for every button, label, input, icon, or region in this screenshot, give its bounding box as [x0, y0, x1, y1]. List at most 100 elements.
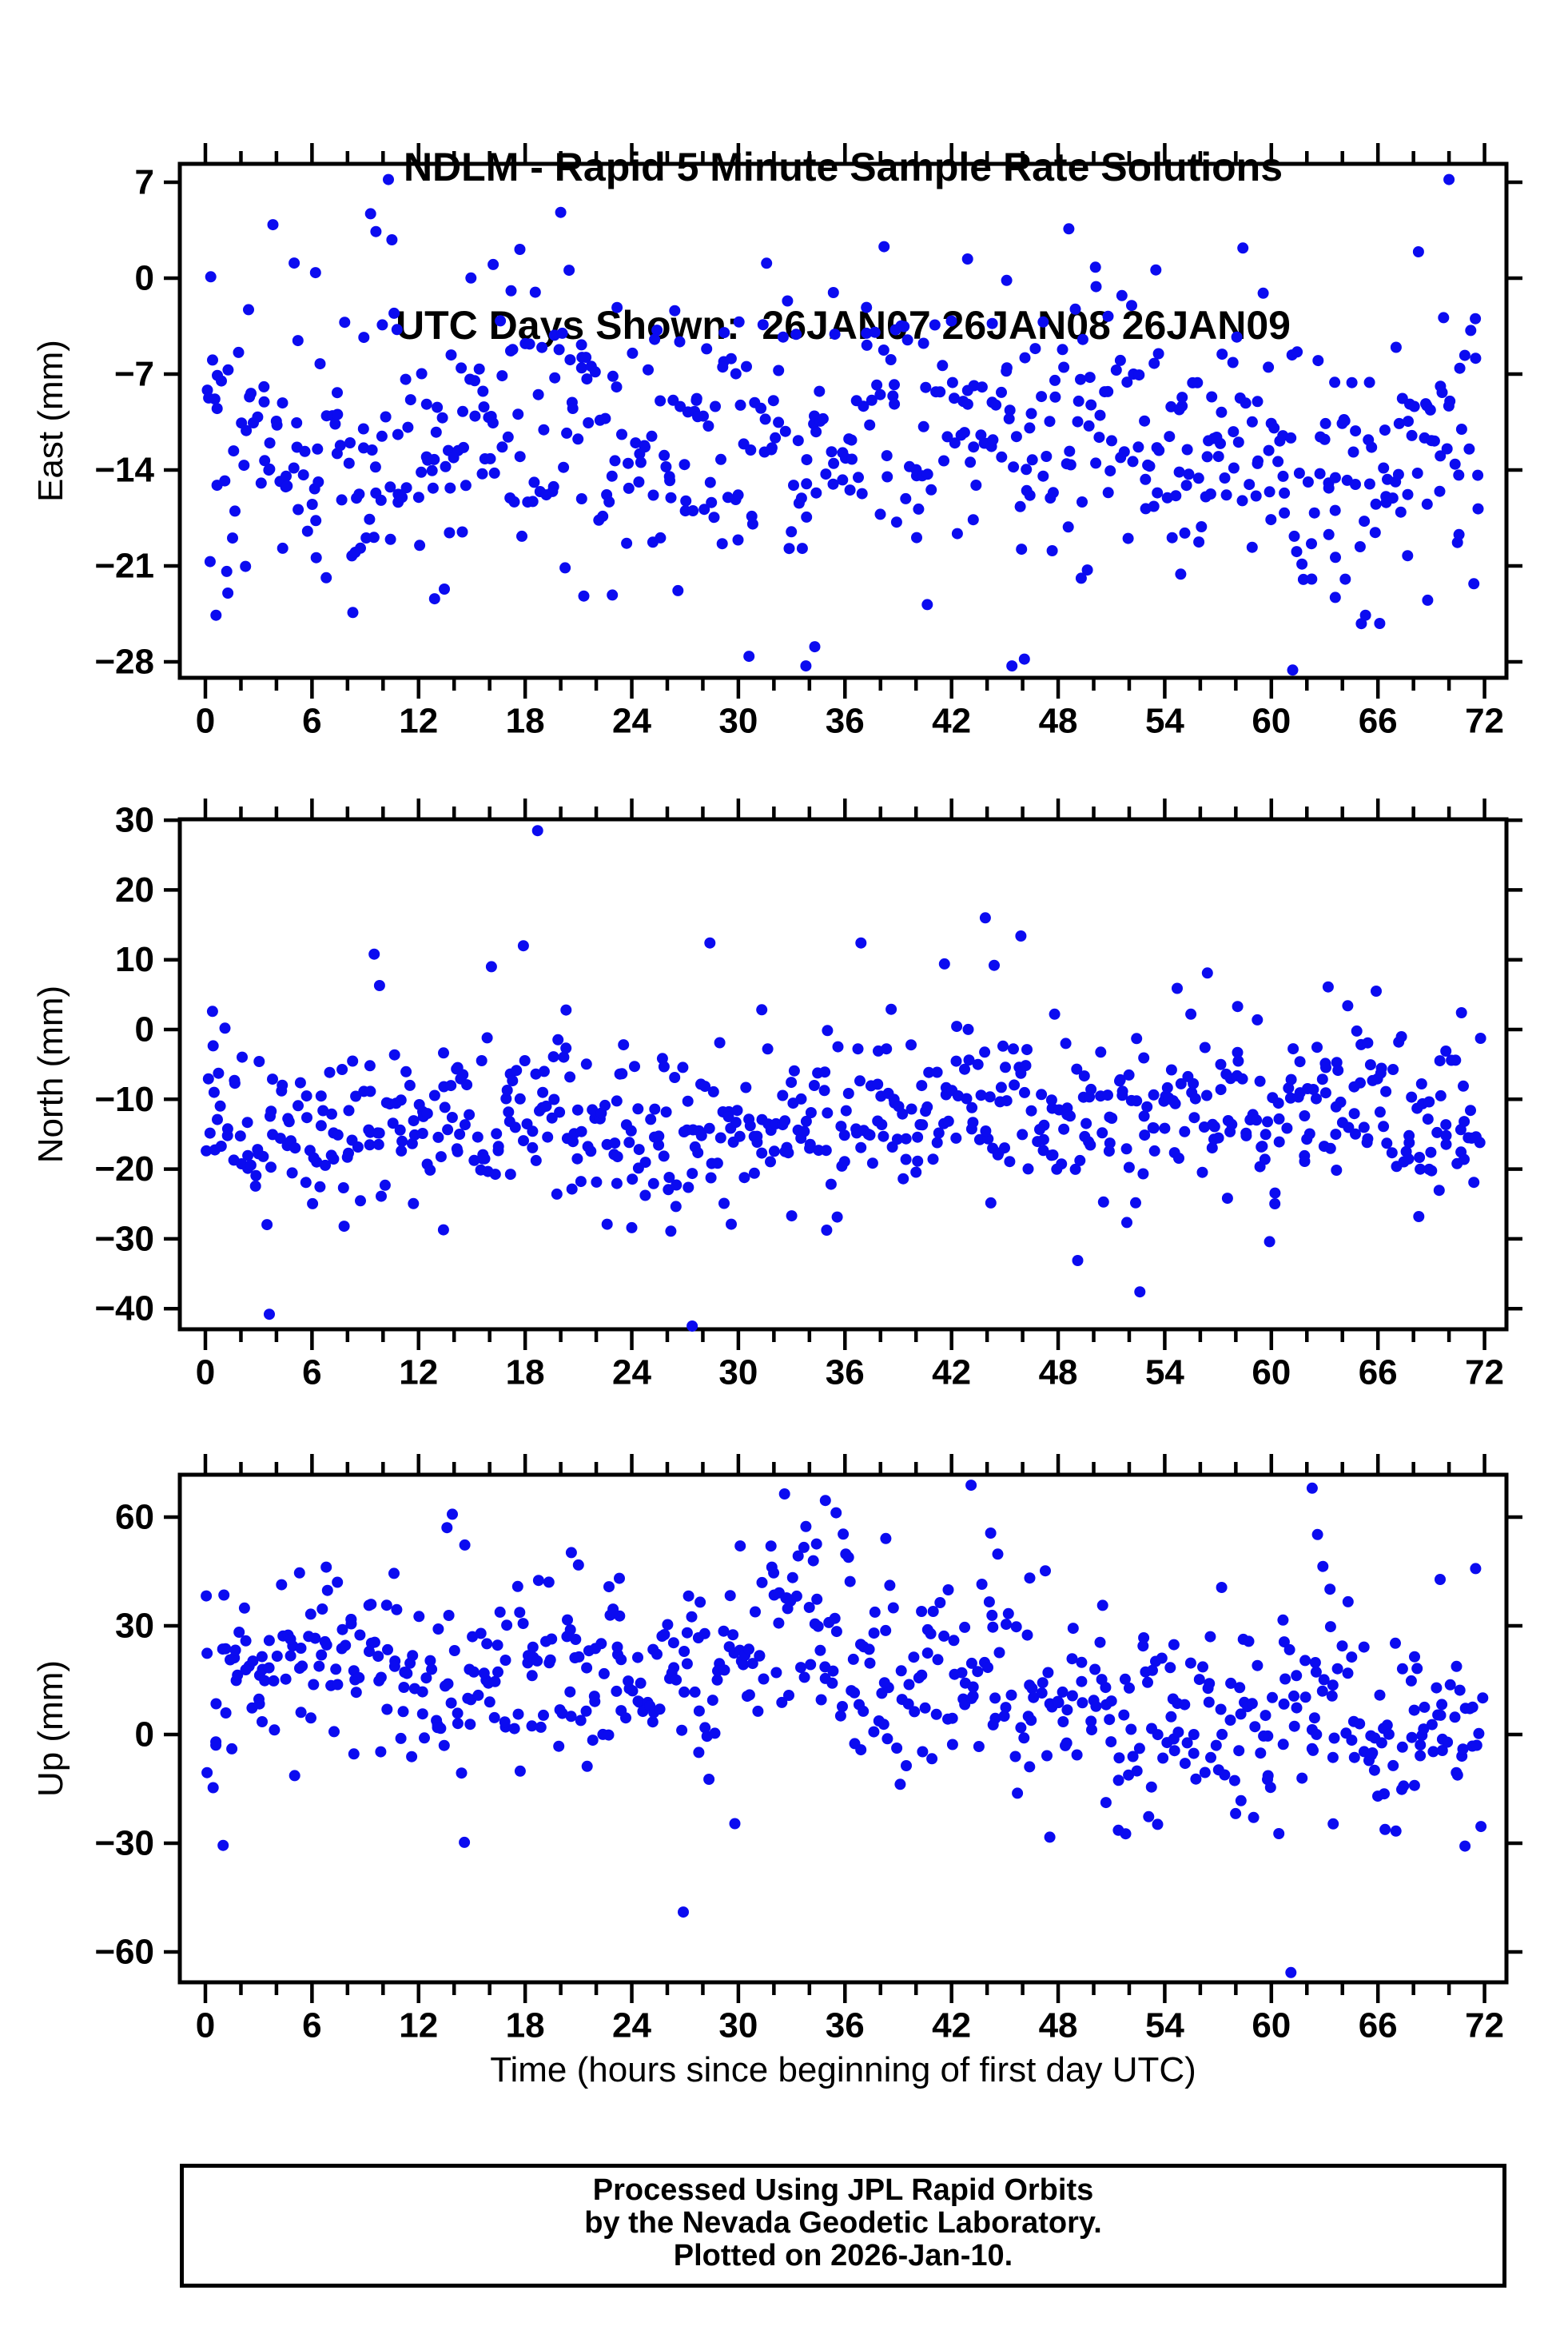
data-point	[507, 344, 519, 356]
data-point	[1069, 303, 1081, 315]
data-point	[1470, 1131, 1482, 1143]
data-point	[250, 1169, 262, 1181]
data-point	[1072, 416, 1084, 428]
data-point	[801, 478, 813, 490]
data-point	[1291, 346, 1303, 358]
data-point	[725, 352, 737, 364]
data-point	[436, 412, 448, 424]
data-point	[662, 1619, 674, 1631]
data-point	[758, 1673, 770, 1685]
data-point	[237, 1051, 248, 1063]
data-point	[881, 450, 893, 462]
data-point	[1085, 399, 1097, 411]
data-point	[1381, 1719, 1393, 1731]
data-point	[1330, 552, 1341, 564]
data-point	[336, 1623, 348, 1635]
data-point	[308, 1679, 320, 1691]
data-point	[773, 1617, 785, 1629]
data-point	[1258, 1730, 1270, 1742]
data-point	[430, 426, 442, 438]
data-point	[406, 1137, 418, 1149]
data-point	[1116, 289, 1128, 301]
data-point-outlier	[320, 1561, 332, 1573]
data-point	[1308, 1712, 1320, 1724]
data-point-outlier	[1201, 967, 1213, 979]
data-point	[1139, 1129, 1151, 1141]
data-point	[343, 1147, 354, 1159]
data-point	[216, 375, 227, 387]
data-point-outlier	[626, 1221, 638, 1233]
data-point	[849, 1687, 861, 1699]
data-point	[647, 1716, 659, 1728]
data-point	[882, 471, 893, 483]
x-tick-label: 60	[1252, 2006, 1291, 2045]
data-point	[1414, 1152, 1426, 1163]
data-point	[270, 416, 282, 427]
data-point	[565, 1711, 577, 1723]
data-point	[496, 441, 508, 453]
data-point	[654, 1703, 666, 1715]
data-point	[950, 1132, 962, 1144]
data-point	[711, 1157, 723, 1169]
data-point	[901, 1760, 912, 1771]
data-point	[407, 1650, 419, 1662]
data-point	[404, 1079, 416, 1091]
data-point	[1219, 1769, 1231, 1781]
y-tick-label: −7	[114, 355, 154, 394]
data-point-outlier	[1248, 1811, 1260, 1823]
data-point	[890, 516, 902, 528]
data-point	[1056, 1158, 1068, 1170]
data-point	[1459, 1116, 1470, 1128]
data-point	[440, 460, 452, 472]
data-point	[1440, 1129, 1452, 1141]
data-point	[404, 394, 416, 406]
data-point-outlier	[1134, 1286, 1146, 1298]
data-point	[315, 1090, 327, 1102]
data-point	[989, 1692, 1001, 1704]
data-point	[464, 1719, 476, 1731]
data-point	[1208, 1121, 1220, 1133]
data-point	[295, 1707, 307, 1719]
data-point	[1057, 1686, 1069, 1698]
data-point	[1102, 487, 1114, 499]
data-point	[408, 1115, 420, 1127]
data-point-outlier	[743, 651, 755, 663]
data-point	[1326, 1690, 1338, 1702]
data-point	[611, 1177, 623, 1189]
data-point	[1057, 344, 1069, 356]
data-point	[873, 1715, 885, 1727]
data-point	[1403, 1153, 1415, 1165]
data-point	[1433, 1185, 1445, 1197]
data-point	[927, 1153, 939, 1165]
data-point	[810, 487, 822, 499]
data-point	[426, 464, 438, 476]
data-point	[611, 1641, 623, 1653]
data-point-outlier	[961, 253, 973, 265]
data-point	[995, 1081, 1007, 1093]
data-point	[961, 1093, 973, 1105]
data-point-outlier	[1422, 594, 1434, 606]
data-point	[201, 1647, 213, 1659]
data-point	[249, 1180, 261, 1192]
data-point	[1316, 1073, 1328, 1085]
data-point	[965, 1657, 977, 1669]
data-point	[332, 387, 343, 399]
data-point	[708, 512, 720, 524]
data-point	[970, 480, 982, 491]
data-point	[1465, 325, 1477, 337]
data-point	[846, 434, 858, 446]
data-point	[328, 1153, 340, 1165]
data-point	[1390, 1825, 1402, 1837]
data-point	[1044, 416, 1056, 428]
data-point	[1123, 1769, 1135, 1781]
data-point	[686, 1168, 698, 1180]
data-point	[201, 1766, 213, 1778]
data-point	[618, 1039, 630, 1051]
data-point	[1278, 1636, 1290, 1648]
data-point	[718, 1625, 730, 1637]
data-point	[544, 1654, 556, 1666]
data-point	[316, 1649, 328, 1661]
data-point	[934, 1597, 946, 1608]
data-point	[488, 467, 500, 479]
data-point	[701, 343, 713, 355]
